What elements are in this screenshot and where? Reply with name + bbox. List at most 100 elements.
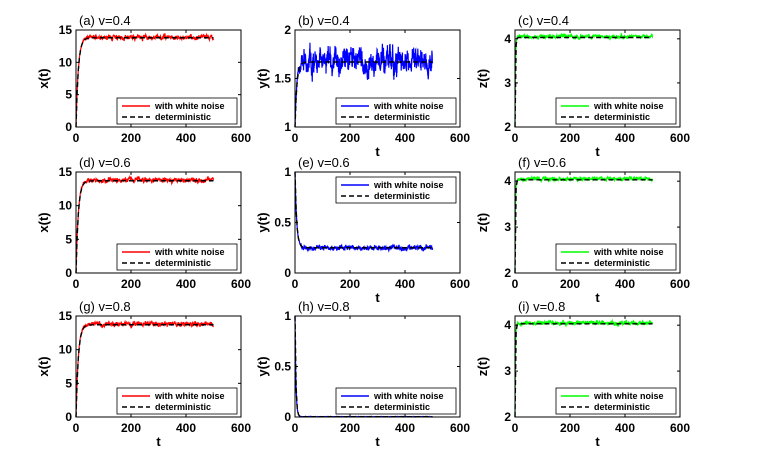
x-tick-label: 200 [121,131,141,145]
legend-box [335,387,457,415]
y-tick-label: 0 [65,266,72,280]
panel-title: (d) v=0.6 [79,155,131,170]
y-tick-label: 0.5 [274,360,291,374]
x-tick-label: 200 [340,421,360,435]
x-tick-label: 200 [340,277,360,291]
y-tick-label: 1 [284,309,291,323]
x-tick-label: 400 [176,277,196,291]
legend-box [555,387,677,415]
y-tick-label: 1 [284,120,291,134]
panel-title: (e) v=0.6 [298,155,350,170]
legend-box [555,243,677,271]
panel-i: 0 200 400 600 2 3 4 (i) v=0.8 z(t) t with white no… [475,299,690,449]
series-line-deterministic [294,171,433,249]
x-tick-label: 400 [395,421,415,435]
y-tick-label: 3 [504,76,511,90]
y-tick-label: 0 [284,266,291,280]
legend-entry: deterministic [594,112,650,122]
x-tick-label: 600 [231,131,251,145]
panel-f: 0 200 400 600 2 3 4 (f) v=0.6 z(t) t with white no… [475,155,690,305]
y-tick-label: 3 [504,220,511,234]
x-tick-label: 200 [121,277,141,291]
x-tick-label: 400 [395,277,415,291]
x-tick-label: 0 [512,421,519,435]
x-tick-label: 200 [560,131,580,145]
y-tick-label: 1 [284,165,291,179]
y-axis-label: x(t) [36,68,51,88]
panel-title: (c) v=0.4 [518,13,569,28]
legend-entry: with white noise [154,391,225,401]
y-axis-label: x(t) [36,212,51,232]
panel-title: (g) v=0.8 [79,299,131,314]
plot-frame [514,29,681,128]
x-tick-label: 0 [292,421,299,435]
x-tick-label: 0 [73,421,80,435]
series-line-noise [294,42,434,128]
y-tick-label: 1.5 [274,72,291,86]
y-tick-label: 15 [59,23,73,37]
legend-entry: deterministic [374,191,430,201]
series-line-deterministic [75,324,214,418]
x-tick-label: 400 [176,131,196,145]
y-tick-label: 5 [65,376,72,390]
y-tick-label: 2 [504,410,511,424]
legend-box [116,97,238,125]
y-tick-label: 5 [65,88,72,102]
y-tick-label: 10 [59,199,73,213]
x-tick-label: 0 [512,277,519,291]
x-tick-label: 600 [450,131,470,145]
x-axis-label: t [375,290,380,305]
panel-title: (a) v=0.4 [79,13,131,28]
y-tick-label: 0 [65,410,72,424]
x-tick-label: 0 [73,277,80,291]
legend-entry: with white noise [154,247,225,257]
y-tick-label: 2 [504,120,511,134]
y-tick-label: 3 [504,364,511,378]
x-tick-label: 200 [121,421,141,435]
x-tick-label: 0 [73,131,80,145]
x-tick-label: 400 [615,131,635,145]
series-line-noise [75,32,215,128]
series-line-deterministic [514,179,653,274]
legend-entry: deterministic [374,402,430,412]
x-tick-label: 0 [292,131,299,145]
plot-frame [75,171,242,274]
series-line-noise [514,174,654,274]
y-tick-label: 15 [59,165,73,179]
panel-b: 0 200 400 600 1 1.5 2 (b) v=0.4 y(t) t with white … [255,13,470,159]
legend-entry: with white noise [593,391,664,401]
x-axis-label: t [375,434,380,449]
legend-box [335,176,457,204]
x-tick-label: 0 [292,277,299,291]
legend-entry: with white noise [154,101,225,111]
series-line-deterministic [514,36,653,128]
panel-title: (f) v=0.6 [518,155,566,170]
x-tick-label: 600 [670,277,690,291]
x-tick-label: 600 [231,421,251,435]
legend-entry: deterministic [155,112,211,122]
legend-box [116,243,238,271]
x-tick-label: 600 [231,277,251,291]
y-axis-label: x(t) [36,356,51,376]
x-tick-label: 200 [340,131,360,145]
legend-entry: with white noise [593,247,664,257]
x-axis-label: t [595,290,600,305]
panel-title: (h) v=0.8 [298,299,350,314]
legend-box [555,97,677,125]
series-line-deterministic [75,180,214,274]
plot-frame [75,315,242,418]
x-tick-label: 200 [560,421,580,435]
y-tick-label: 10 [59,55,73,69]
y-axis-label: z(t) [475,69,490,89]
x-tick-label: 0 [512,131,519,145]
series-line-noise [514,32,654,128]
panel-c: 0 200 400 600 2 3 4 (c) v=0.4 z(t) t with white no… [475,13,690,159]
y-axis-label: y(t) [255,356,270,376]
legend-entry: deterministic [594,402,650,412]
